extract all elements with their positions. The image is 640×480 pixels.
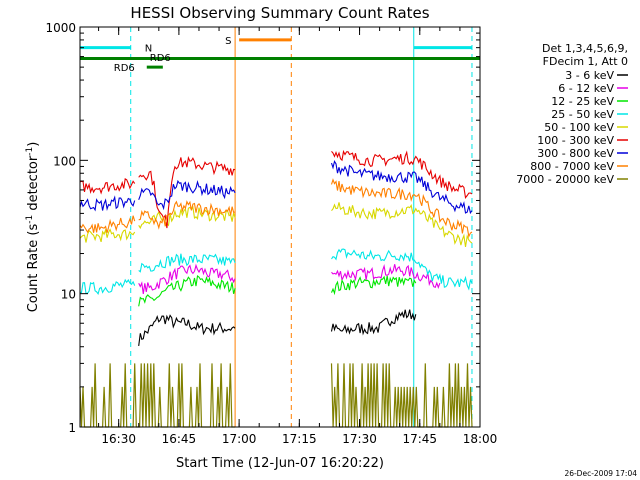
y-tick-label-0: 1 [68, 421, 76, 435]
y-axis-label-main: Count Rate (s [26, 224, 41, 313]
legend-entry-5: 100 - 300 keV [537, 134, 614, 147]
legend-header-1: FDecim 1, Att 0 [543, 55, 628, 68]
y-tick-label-2: 100 [53, 154, 76, 168]
series-line-5-seg-1 [138, 156, 236, 229]
plot-frame [79, 26, 481, 428]
series-line-7-seg-1 [138, 200, 236, 230]
legend-entry-0: 3 - 6 keV [565, 69, 614, 82]
decimation-short-label: RD6 [150, 53, 171, 64]
x-tick-label-5: 17:45 [402, 432, 437, 446]
x-tick-label-6: 18:00 [463, 432, 498, 446]
x-tick-label-1: 16:45 [162, 432, 197, 446]
legend-entry-3: 25 - 50 keV [551, 108, 614, 121]
legend: Det 1,3,4,5,6,9,FDecim 1, Att 03 - 6 keV… [516, 42, 628, 186]
x-tick-label-3: 17:15 [282, 432, 317, 446]
legend-entry-2: 12 - 25 keV [551, 95, 614, 108]
series-line-3-seg-0 [79, 278, 136, 296]
series-line-6-seg-0 [79, 195, 136, 212]
chart-title: HESSI Observing Summary Count Rates [130, 4, 429, 22]
series-line-7-seg-0 [79, 215, 136, 234]
legend-entry-4: 50 - 100 keV [544, 121, 614, 134]
saa-label: S [225, 36, 231, 47]
y-axis-label-end: ) [26, 142, 41, 147]
decimation-label: RD6 [114, 63, 135, 74]
y-axis-label-sup1: -1 [25, 215, 35, 224]
x-tick-label-0: 16:30 [101, 432, 136, 446]
y-axis-label-mid: detector [26, 155, 41, 215]
x-tick-label-2: 17:00 [222, 432, 257, 446]
y-tick-label-3: 1000 [45, 21, 76, 35]
series-line-5-seg-0 [79, 178, 136, 195]
series-line-1-seg-0 [138, 263, 236, 294]
series-line-0-seg-0 [138, 314, 236, 346]
legend-entry-6: 300 - 800 keV [537, 147, 614, 160]
night-label: N [145, 44, 152, 55]
x-axis-label: Start Time (12-Jun-07 16:20:22) [176, 456, 384, 471]
series-line-4-seg-2 [331, 202, 473, 247]
series-line-0-seg-1 [330, 309, 417, 336]
series-line-3-seg-1 [138, 253, 236, 273]
series-line-2-seg-0 [138, 275, 236, 307]
y-tick-label-1: 10 [61, 288, 76, 302]
series-line-1-seg-1 [331, 263, 441, 290]
legend-entry-1: 6 - 12 keV [558, 82, 614, 95]
y-axis-label-sup2: -1 [25, 147, 35, 156]
series-line-5-seg-2 [331, 149, 473, 200]
series-line-6-seg-1 [138, 179, 236, 211]
legend-entry-8: 7000 - 20000 keV [516, 173, 614, 186]
series-line-2-seg-1 [330, 275, 417, 296]
footer-date: 26-Dec-2009 17:04 [564, 469, 637, 478]
legend-header-0: Det 1,3,4,5,6,9, [542, 42, 628, 55]
series-line-6-seg-2 [330, 159, 473, 215]
y-axis-label: Count Rate (s-1 detector-1) [25, 142, 41, 313]
x-tick-label-4: 17:30 [342, 432, 377, 446]
series-line-4-seg-0 [79, 227, 136, 243]
legend-entry-7: 800 - 7000 keV [530, 160, 614, 173]
series-line-8-seg-0 [79, 363, 236, 428]
series-line-7-seg-2 [330, 178, 473, 239]
series-line-8-seg-1 [330, 363, 473, 428]
series-line-3-seg-2 [331, 248, 473, 291]
